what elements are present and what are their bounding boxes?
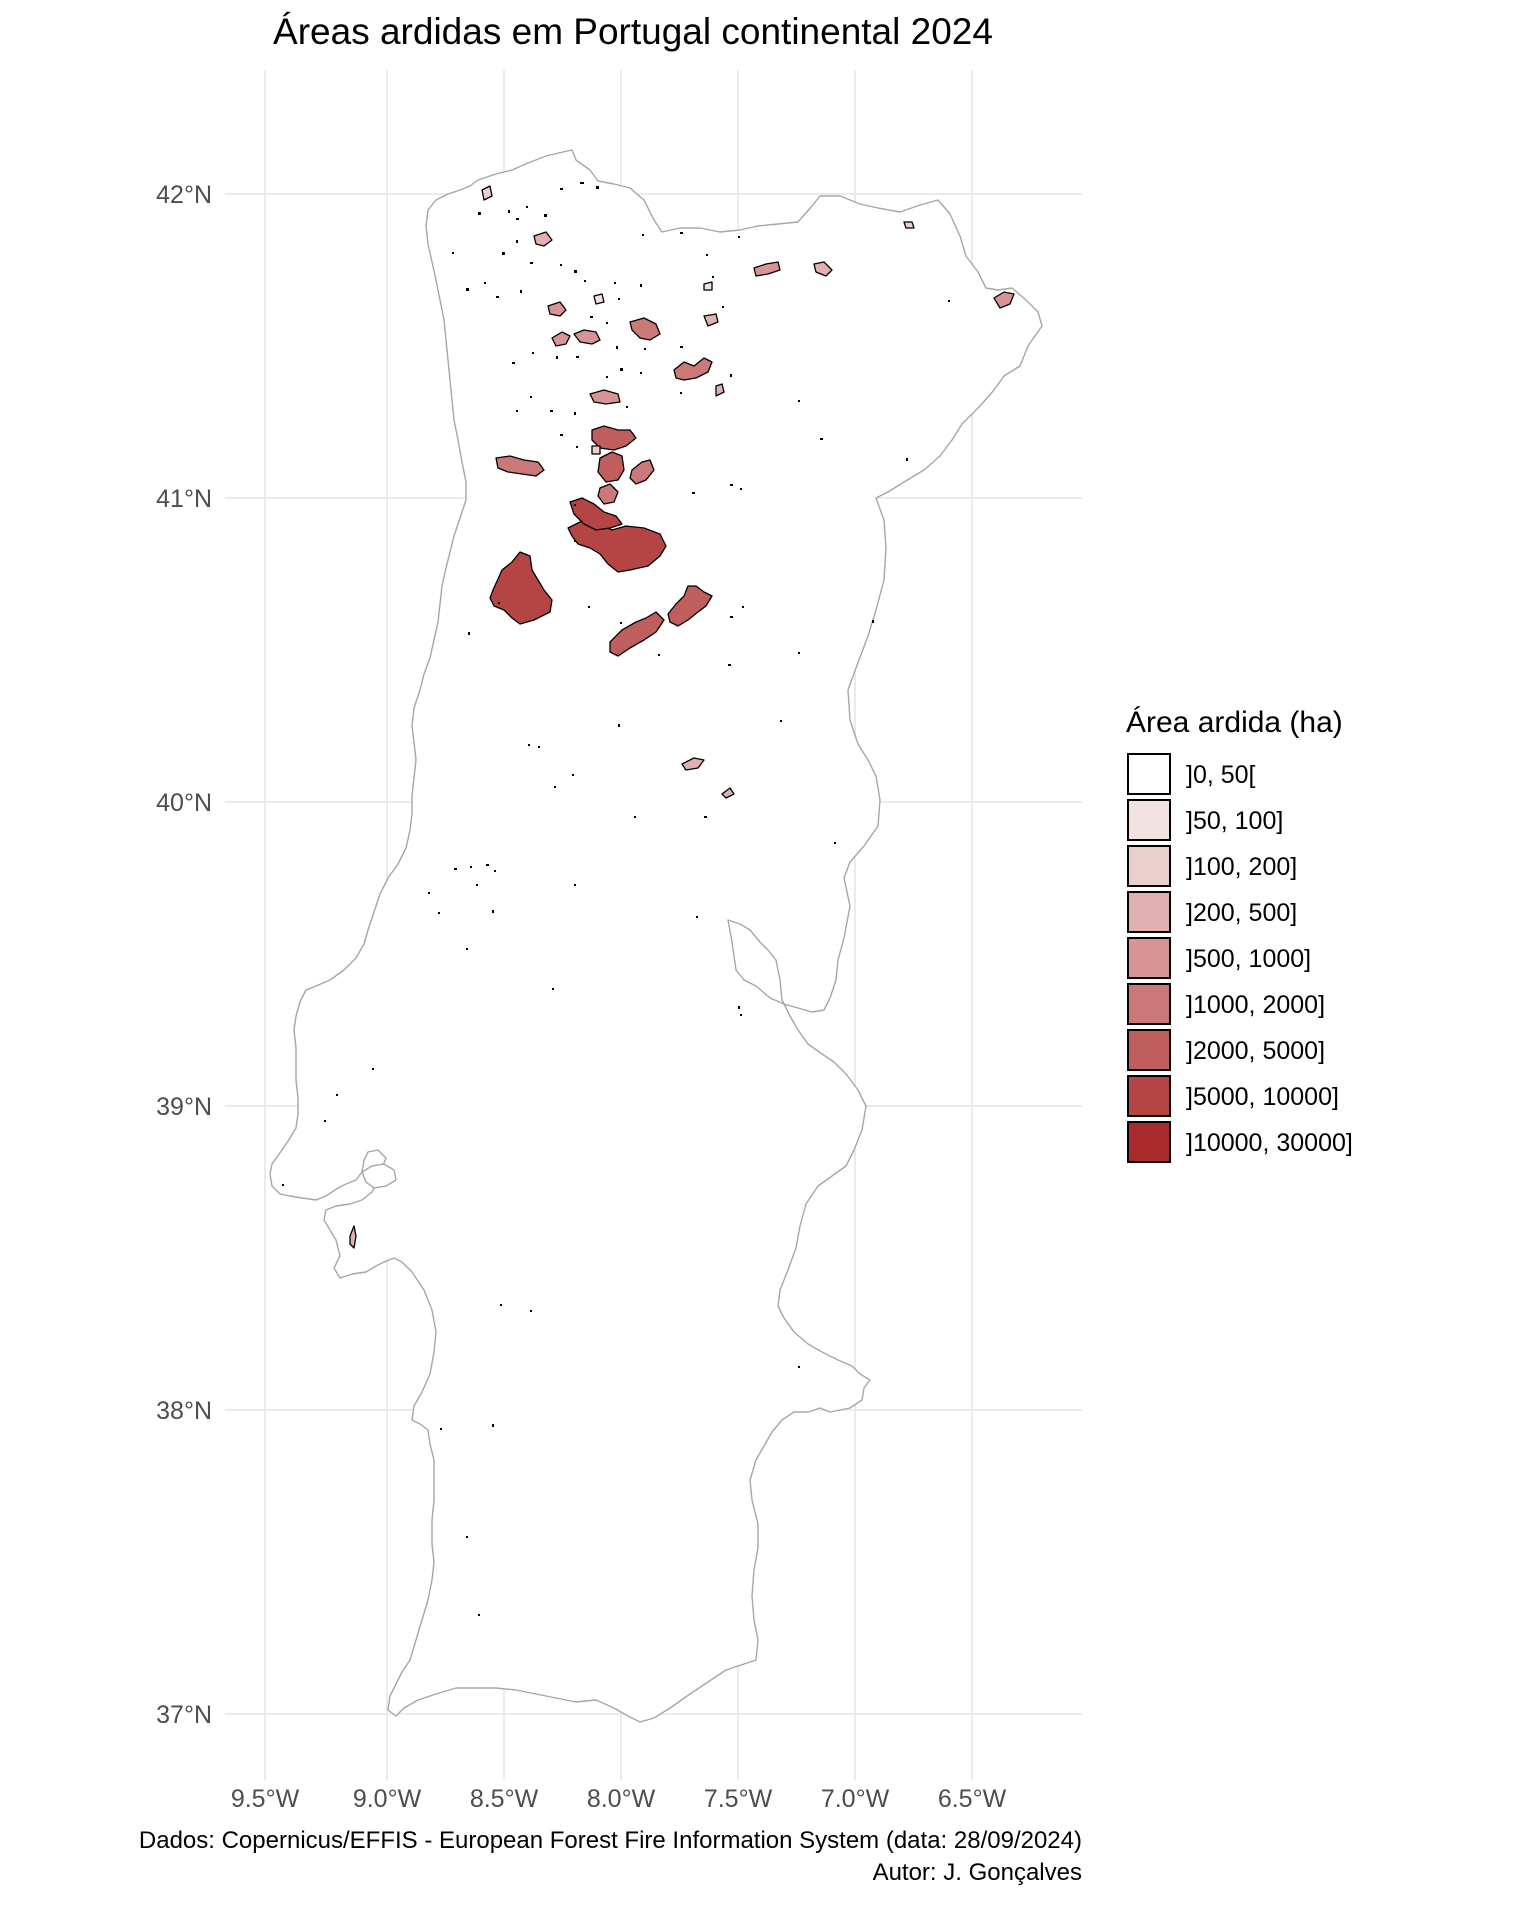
legend-label: ]10000, 30000] [1186,1129,1353,1157]
legend-title: Área ardida (ha) [1126,706,1343,739]
burned-area-polygon [533,231,553,247]
legend-item: ]100, 200] [1127,845,1297,887]
legend-label: ]50, 100] [1186,807,1283,835]
x-tick-label: 6.5°W [938,1785,1007,1813]
burned-area-polygon [681,757,705,771]
y-axis-labels: 42°N 41°N 40°N 39°N 38°N 37°N [156,181,212,1729]
map-title: Áreas ardidas em Portugal continental 20… [273,11,993,52]
legend-label: ]0, 50[ [1186,761,1256,789]
y-tick-label: 39°N [156,1093,212,1121]
burned-area-polygon [609,611,665,657]
legend-item: ]1000, 2000] [1127,983,1325,1025]
burned-area-polygon [993,291,1015,309]
tejo-estuary-shore [361,1163,397,1189]
legend-item: ]2000, 5000] [1127,1029,1325,1071]
legend-item: ]0, 50[ [1127,753,1256,795]
legend-swatch [1127,937,1171,979]
x-tick-label: 7.5°W [704,1785,773,1813]
legend-swatch [1127,845,1171,887]
burned-area-polygon [567,519,667,573]
x-tick-label: 9.0°W [353,1785,422,1813]
legend-swatch [1127,891,1171,933]
burned-area-polygon [629,317,661,341]
burned-area-polygon [667,585,713,627]
legend-item: ]500, 1000] [1127,937,1311,979]
x-axis-labels: 9.5°W 9.0°W 8.5°W 8.0°W 7.5°W 7.0°W 6.5°… [231,1785,1007,1813]
x-tick-label: 8.0°W [587,1785,656,1813]
legend-label: ]200, 500] [1186,899,1297,927]
legend-swatch [1127,1029,1171,1071]
legend-swatch [1127,753,1171,795]
legend: Área ardida (ha) ]0, 50[ ]50, 100] ]100,… [1126,706,1353,1163]
burned-area-polygon [591,445,601,455]
burned-area-polygon [551,331,571,347]
legend-swatch [1127,1121,1171,1163]
legend-label: ]1000, 2000] [1186,991,1325,1019]
y-tick-label: 40°N [156,789,212,817]
y-tick-label: 41°N [156,485,212,513]
portugal-outline [269,149,1043,1723]
burned-area-polygon [715,383,725,397]
burned-area-polygon [591,425,637,451]
burned-area-polygon [547,301,567,317]
burned-area-polygon [349,1225,357,1249]
x-tick-label: 8.5°W [470,1785,539,1813]
legend-label: ]100, 200] [1186,853,1297,881]
legend-label: ]5000, 10000] [1186,1083,1339,1111]
x-tick-label: 7.0°W [821,1785,890,1813]
legend-label: ]2000, 5000] [1186,1037,1325,1065]
burned-area-polygon [813,261,833,277]
source-caption: Dados: Copernicus/EFFIS - European Fores… [139,1827,1082,1854]
x-tick-label: 9.5°W [231,1785,300,1813]
burned-area-polygon [703,281,713,291]
small-fire-specks [282,182,950,1616]
burned-area-polygon [703,313,719,327]
burned-areas [349,185,1015,1249]
burned-area-polygon [569,497,623,531]
burned-area-polygon [589,389,621,405]
burned-area-polygon [673,357,713,381]
burned-area-polygon [597,483,619,505]
y-tick-label: 42°N [156,181,212,209]
burned-area-polygon [593,293,605,305]
burned-area-polygon [903,221,915,229]
legend-item: ]5000, 10000] [1127,1075,1339,1117]
burned-area-polygon [573,329,601,345]
author-caption: Autor: J. Gonçalves [873,1859,1082,1886]
legend-item: ]50, 100] [1127,799,1283,841]
burned-area-polygon [629,459,655,485]
burned-area-polygon [481,185,493,201]
legend-swatch [1127,799,1171,841]
burned-area-polygon [753,261,781,277]
y-tick-label: 37°N [156,1701,212,1729]
y-tick-label: 38°N [156,1397,212,1425]
legend-item: ]200, 500] [1127,891,1297,933]
burned-area-polygon [495,455,545,477]
legend-swatch [1127,1075,1171,1117]
legend-item: ]10000, 30000] [1127,1121,1353,1163]
burned-area-polygon [489,551,553,625]
burned-area-polygon [721,787,735,799]
burned-area-polygon [597,451,625,483]
legend-swatch [1127,983,1171,1025]
legend-label: ]500, 1000] [1186,945,1311,973]
